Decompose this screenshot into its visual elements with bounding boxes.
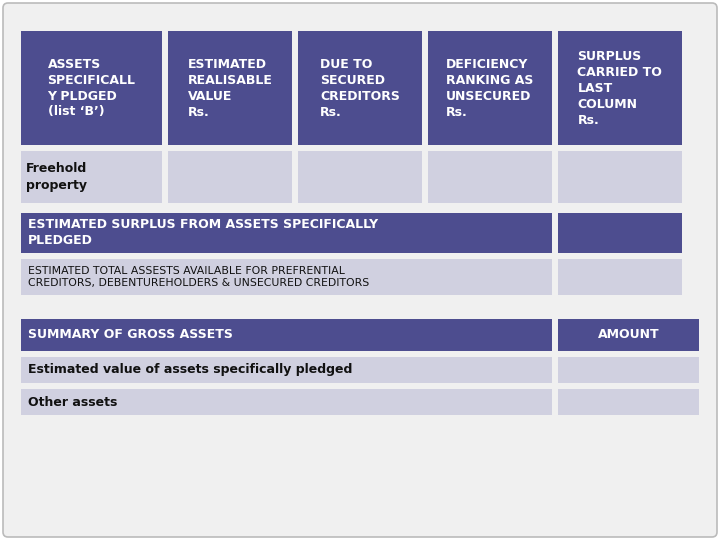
FancyBboxPatch shape [298,151,422,203]
FancyBboxPatch shape [558,151,682,203]
FancyBboxPatch shape [558,31,682,145]
FancyBboxPatch shape [168,151,292,203]
Text: SURPLUS
CARRIED TO
LAST
COLUMN
Rs.: SURPLUS CARRIED TO LAST COLUMN Rs. [577,50,662,126]
FancyBboxPatch shape [21,151,162,203]
FancyBboxPatch shape [21,389,552,415]
FancyBboxPatch shape [21,357,552,383]
FancyBboxPatch shape [558,357,699,383]
Text: DEFICIENCY
RANKING AS
UNSECURED
Rs.: DEFICIENCY RANKING AS UNSECURED Rs. [446,57,534,118]
FancyBboxPatch shape [168,31,292,145]
FancyBboxPatch shape [428,151,552,203]
FancyBboxPatch shape [558,389,699,415]
Text: ESTIMATED SURPLUS FROM ASSETS SPECIFICALLY
PLEDGED: ESTIMATED SURPLUS FROM ASSETS SPECIFICAL… [28,219,378,247]
FancyBboxPatch shape [21,259,552,295]
Text: DUE TO
SECURED
CREDITORS
Rs.: DUE TO SECURED CREDITORS Rs. [320,57,400,118]
FancyBboxPatch shape [21,319,552,351]
Text: AMOUNT: AMOUNT [598,328,660,341]
Text: ESTIMATED TOTAL ASSESTS AVAILABLE FOR PREFRENTIAL
CREDITORS, DEBENTUREHOLDERS & : ESTIMATED TOTAL ASSESTS AVAILABLE FOR PR… [28,266,369,288]
FancyBboxPatch shape [21,213,552,253]
FancyBboxPatch shape [21,31,162,145]
FancyBboxPatch shape [428,31,552,145]
Text: Other assets: Other assets [28,395,117,408]
Text: SUMMARY OF GROSS ASSETS: SUMMARY OF GROSS ASSETS [28,328,233,341]
FancyBboxPatch shape [558,213,682,253]
FancyBboxPatch shape [558,319,699,351]
Text: ASSETS
SPECIFICALL
Y PLDGED
(list ‘B’): ASSETS SPECIFICALL Y PLDGED (list ‘B’) [48,57,135,118]
Text: ESTIMATED
REALISABLE
VALUE
Rs.: ESTIMATED REALISABLE VALUE Rs. [188,57,272,118]
FancyBboxPatch shape [3,3,717,537]
FancyBboxPatch shape [298,31,422,145]
FancyBboxPatch shape [558,259,682,295]
Text: Freehold
property: Freehold property [26,163,87,192]
Text: Estimated value of assets specifically pledged: Estimated value of assets specifically p… [28,363,352,376]
